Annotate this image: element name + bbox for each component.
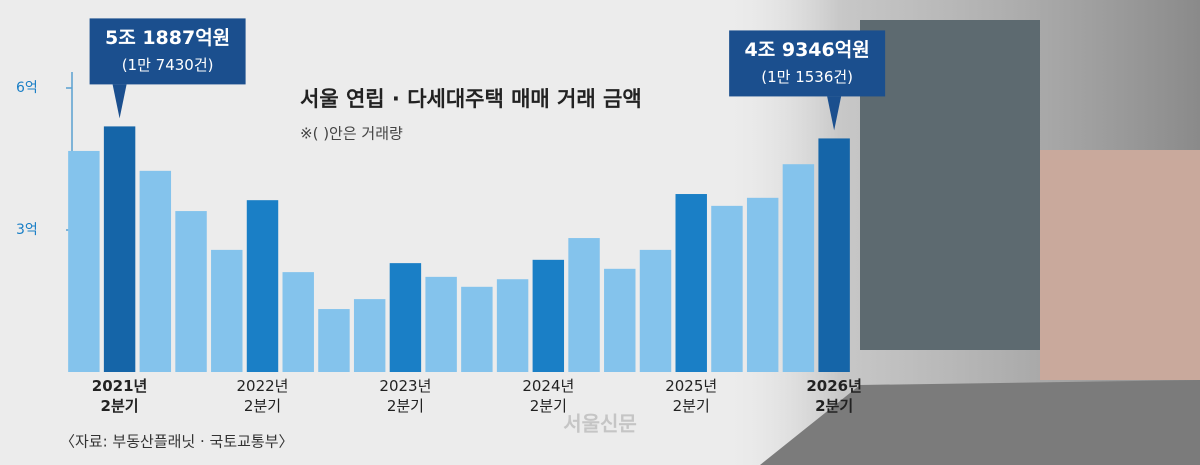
building <box>860 20 1040 350</box>
bar <box>211 249 243 372</box>
bar <box>639 249 672 372</box>
bar <box>389 263 422 372</box>
bar <box>496 279 529 372</box>
value-label: 4조 9346억원 <box>745 39 870 61</box>
y-tick-label: 6억 <box>16 80 38 96</box>
bar <box>68 150 100 372</box>
bar <box>675 194 707 372</box>
bar <box>246 200 279 372</box>
x-tick-label: 2024년 2분기 <box>522 377 575 415</box>
y-tick-label: 3억 <box>16 222 38 238</box>
bar <box>818 138 850 372</box>
bar <box>746 197 779 372</box>
bar <box>604 268 636 372</box>
callout-pointer <box>112 84 127 119</box>
chart-title: 서울 연립 · 다세대주택 매매 거래 금액 <box>300 87 642 111</box>
bar <box>425 276 457 372</box>
road <box>760 380 1200 465</box>
bar <box>282 272 314 372</box>
x-tick-label: 2021년 2분기 <box>91 377 148 415</box>
x-tick-label: 2026년 2분기 <box>806 377 862 415</box>
callout-pointer <box>827 96 842 131</box>
source: 〈자료: 부동산플래닛 · 국토교통부〉 <box>60 433 294 451</box>
x-tick-label: 2023년 2분기 <box>379 377 432 415</box>
x-tick-label: 2025년 2분기 <box>665 377 718 415</box>
bar <box>782 164 815 372</box>
bar <box>103 126 136 372</box>
bar <box>568 238 600 372</box>
bar <box>175 211 207 372</box>
bar <box>711 205 743 372</box>
bar <box>353 299 386 372</box>
x-tick-label: 2022년 2분기 <box>236 377 289 415</box>
callout-box <box>89 18 246 85</box>
chart-subtitle: ※( )안은 거래량 <box>300 125 403 143</box>
value-label: 5조 1887억원 <box>105 27 230 49</box>
bar <box>461 286 493 372</box>
bar <box>318 309 350 372</box>
watermark: 서울신문 <box>563 412 637 436</box>
bar <box>532 259 565 372</box>
building <box>1040 150 1200 380</box>
count-label: (1만 1536건) <box>761 68 853 86</box>
count-label: (1만 7430건) <box>122 56 214 74</box>
bar <box>139 170 172 372</box>
callout-box <box>729 30 886 97</box>
